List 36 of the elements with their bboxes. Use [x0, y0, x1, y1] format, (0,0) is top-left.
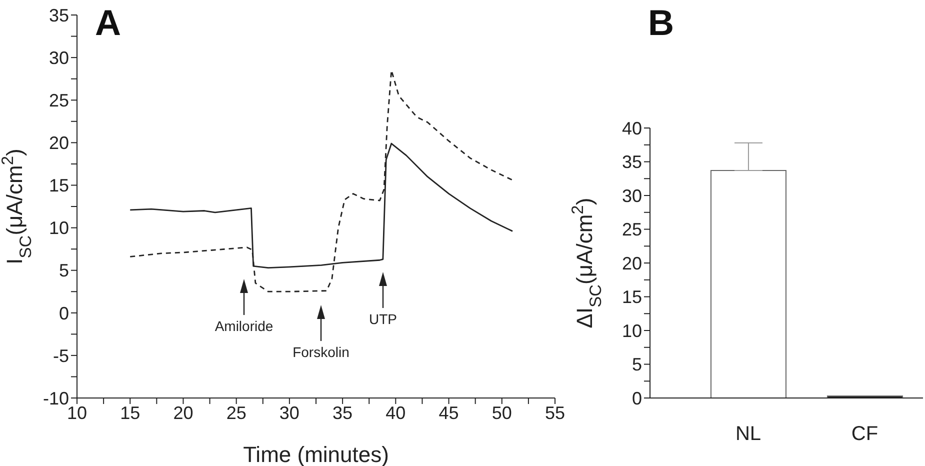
- annotation: UTP: [369, 311, 397, 327]
- y-tick-label: 25: [48, 90, 69, 110]
- annotation: Amiloride: [214, 318, 274, 334]
- y-tick-label: 35: [622, 152, 642, 172]
- chart-title: B: [648, 2, 674, 44]
- x-tick-label: 45: [438, 402, 459, 423]
- y-tick-label: 35: [48, 5, 69, 26]
- annotation: Forskolin: [292, 344, 350, 360]
- y-tick-label: 0: [632, 388, 642, 408]
- y-tick-label: 20: [622, 253, 642, 274]
- y-tick-label: 5: [632, 354, 642, 375]
- x-tick-label: 35: [332, 402, 353, 423]
- y-tick-label: 15: [622, 287, 642, 308]
- y-tick-label: 30: [48, 48, 69, 68]
- x-tick-label: NL: [735, 423, 762, 446]
- y-tick-label: 40: [622, 118, 642, 138]
- line-series: [129, 70, 514, 292]
- x-tick-label: 25: [226, 402, 246, 423]
- x-tick-label: 30: [279, 402, 300, 423]
- y-tick-label: 0: [58, 303, 69, 324]
- x-tick-label: 55: [544, 402, 566, 423]
- x-tick-label: 50: [492, 402, 512, 423]
- y-tick-label: 10: [48, 218, 69, 238]
- y-tick-label: -10: [42, 388, 69, 408]
- y-tick-label: 5: [58, 260, 69, 281]
- y-tick-label: 10: [622, 320, 642, 341]
- x-tick-label: 20: [173, 402, 194, 423]
- x-tick-label: CF: [851, 423, 878, 446]
- x-tick-label: 40: [386, 402, 406, 423]
- y-tick-label: 25: [622, 220, 642, 240]
- y-tick-label: 20: [48, 133, 69, 154]
- y-tick-label: 15: [48, 176, 69, 196]
- x-tick-label: 15: [120, 402, 140, 423]
- y-tick-label: 30: [622, 186, 642, 206]
- y-tick-label: -5: [52, 346, 69, 366]
- chart-title: A: [95, 2, 121, 44]
